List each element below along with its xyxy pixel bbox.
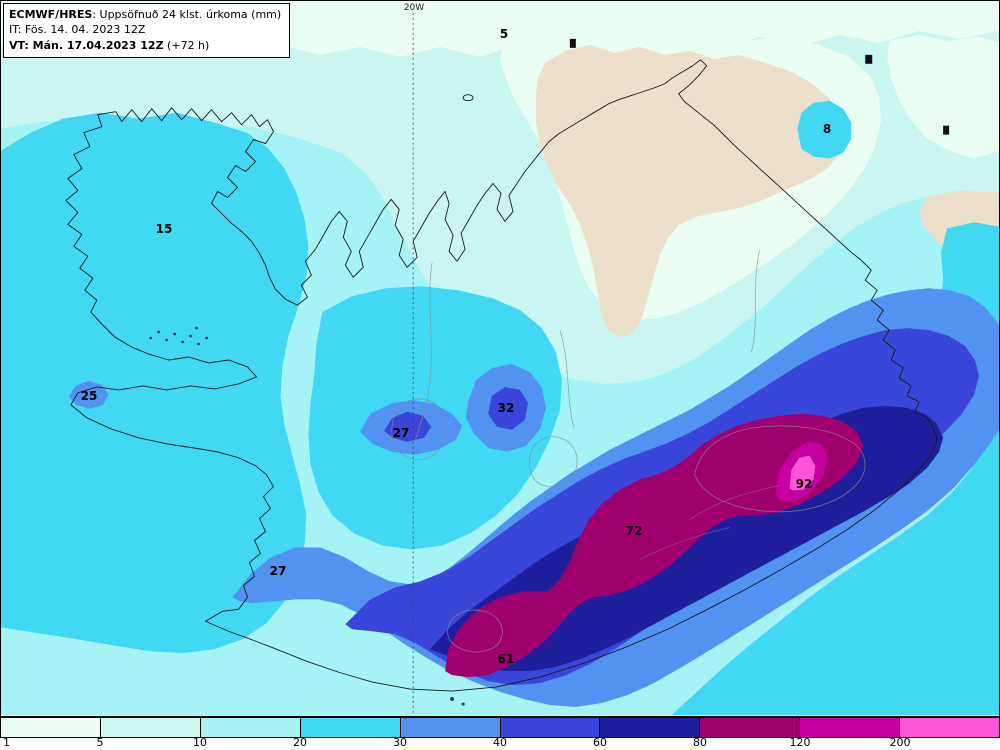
islets-and-marks — [149, 38, 950, 706]
colorbar-tick-label: 30 — [393, 736, 407, 749]
legend-box: ECMWF/HRES: Uppsöfnuð 24 klst. úrkoma (m… — [3, 3, 291, 59]
legend-valid-line: VT: Mán. 17.04.2023 12Z (+72 h) — [9, 38, 281, 53]
meridian-label: 20W — [403, 3, 425, 13]
colorbar-segment — [800, 718, 901, 737]
colorbar-tick-label: 60 — [593, 736, 607, 749]
colorbar-labels: 1 5 10 20 30 40 60 80 120 200 — [0, 736, 1000, 750]
colorbar-tick-label: 5 — [96, 736, 104, 749]
colorbar-tick-label: 10 — [193, 736, 207, 749]
colorbar-tick-label: 40 — [493, 736, 507, 749]
colorbar-segment — [300, 718, 401, 737]
product-name: ECMWF/HRES — [9, 8, 93, 21]
valid-time: VT: Mán. 17.04.2023 12Z — [9, 38, 164, 52]
valid-offset: (+72 h) — [163, 38, 210, 52]
precipitation-field — [1, 1, 999, 716]
legend-title-line: ECMWF/HRES: Uppsöfnuð 24 klst. úrkoma (m… — [9, 7, 281, 22]
colorbar-segment — [500, 718, 601, 737]
colorbar-segment — [200, 718, 301, 737]
colorbar-tick-label: 1 — [3, 736, 10, 749]
legend-init-line: IT: Fös. 14. 04. 2023 12Z — [9, 23, 146, 37]
map-svg — [1, 1, 999, 716]
colorbar-segment — [1, 718, 101, 737]
colorbar-tick-label: 120 — [789, 736, 811, 749]
colorbar-tick-label: 80 — [693, 736, 707, 749]
colorbar-segment — [100, 718, 201, 737]
product-subtitle: : Uppsöfnuð 24 klst. úrkoma (mm) — [92, 8, 282, 21]
colorbar — [0, 717, 1000, 738]
colorbar-segment — [400, 718, 501, 737]
terrain-contours — [391, 250, 866, 653]
precipitation-map: 20W 5 8 15 25 32 27 27 72 92 61 ECMWF/HRES: Uppsö… — [0, 0, 1000, 717]
colorbar-segment — [700, 718, 801, 737]
colorbar-segment — [900, 718, 1000, 737]
coastline — [65, 59, 938, 692]
colorbar-tick-label: 20 — [293, 736, 307, 749]
colorbar-tick-label: 200 — [889, 736, 911, 749]
colorbar-segment — [600, 718, 701, 737]
